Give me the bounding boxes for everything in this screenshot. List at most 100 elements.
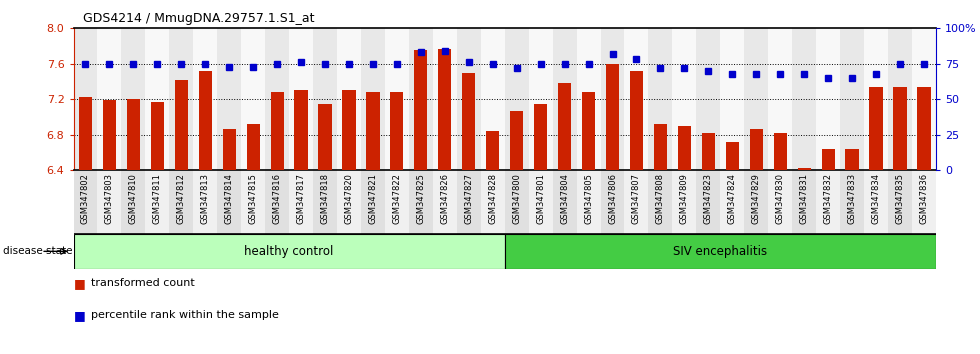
Bar [247, 124, 260, 170]
Bar [773, 133, 787, 170]
Bar [342, 90, 356, 170]
Text: GSM347803: GSM347803 [105, 173, 114, 224]
Bar [433, 28, 457, 170]
Bar [97, 28, 122, 170]
Bar [720, 170, 744, 234]
Bar [438, 49, 452, 170]
Bar [457, 28, 481, 170]
Bar [840, 170, 864, 234]
Bar [697, 28, 720, 170]
Text: GSM347820: GSM347820 [345, 173, 354, 224]
Bar [313, 28, 337, 170]
Bar [241, 170, 266, 234]
Bar [289, 28, 313, 170]
Bar [558, 83, 571, 170]
Text: GSM347801: GSM347801 [536, 173, 545, 224]
Text: GSM347831: GSM347831 [800, 173, 808, 224]
Text: GSM347833: GSM347833 [848, 173, 857, 224]
Text: GSM347806: GSM347806 [608, 173, 617, 224]
Text: GSM347836: GSM347836 [919, 173, 928, 224]
Bar [170, 170, 193, 234]
Text: GSM347804: GSM347804 [561, 173, 569, 224]
Text: GSM347805: GSM347805 [584, 173, 593, 224]
Bar [528, 28, 553, 170]
Bar [122, 28, 145, 170]
Bar [266, 28, 289, 170]
Text: GSM347817: GSM347817 [297, 173, 306, 224]
Bar [697, 170, 720, 234]
Bar [888, 28, 912, 170]
Text: GSM347835: GSM347835 [896, 173, 905, 224]
Text: GSM347812: GSM347812 [176, 173, 186, 224]
Bar [367, 92, 379, 170]
Text: GSM347824: GSM347824 [728, 173, 737, 224]
Bar [672, 28, 697, 170]
Bar [145, 28, 170, 170]
Bar [816, 170, 840, 234]
Bar [337, 170, 361, 234]
Bar [846, 149, 858, 170]
Text: GSM347829: GSM347829 [752, 173, 760, 224]
Bar [750, 129, 762, 170]
Bar [74, 234, 505, 269]
Bar [145, 170, 170, 234]
Text: SIV encephalitis: SIV encephalitis [673, 245, 767, 258]
Bar [630, 71, 643, 170]
Bar [553, 28, 576, 170]
Bar [869, 87, 883, 170]
Bar [816, 28, 840, 170]
Bar [294, 90, 308, 170]
Text: GSM347827: GSM347827 [465, 173, 473, 224]
Bar [463, 73, 475, 170]
Bar [126, 99, 140, 170]
Bar [170, 28, 193, 170]
Bar [601, 28, 624, 170]
Bar [624, 170, 649, 234]
Text: GSM347834: GSM347834 [871, 173, 880, 224]
Bar [672, 170, 697, 234]
Bar [415, 51, 427, 170]
Bar [768, 28, 792, 170]
Text: healthy control: healthy control [244, 245, 334, 258]
Bar [74, 28, 97, 170]
Text: transformed count: transformed count [91, 278, 195, 288]
Text: GSM347807: GSM347807 [632, 173, 641, 224]
Bar [888, 170, 912, 234]
Bar [744, 170, 768, 234]
Bar [218, 170, 241, 234]
Bar [725, 142, 739, 170]
Text: GSM347800: GSM347800 [513, 173, 521, 224]
Text: ■: ■ [74, 309, 85, 321]
Bar [266, 170, 289, 234]
Bar [193, 170, 218, 234]
Text: GSM347811: GSM347811 [153, 173, 162, 224]
Bar [624, 28, 649, 170]
Bar [97, 170, 122, 234]
Bar [702, 133, 714, 170]
Bar [505, 234, 936, 269]
Bar [912, 28, 936, 170]
Text: GSM347802: GSM347802 [81, 173, 90, 224]
Bar [433, 170, 457, 234]
Bar [864, 28, 888, 170]
Bar [151, 102, 164, 170]
Bar [894, 87, 906, 170]
Bar [457, 170, 481, 234]
Bar [486, 131, 499, 170]
Text: percentile rank within the sample: percentile rank within the sample [91, 310, 279, 320]
Bar [912, 170, 936, 234]
Text: GSM347822: GSM347822 [392, 173, 402, 224]
Bar [385, 170, 409, 234]
Bar [917, 87, 930, 170]
Bar [821, 149, 835, 170]
Text: GSM347816: GSM347816 [272, 173, 281, 224]
Bar [798, 168, 810, 170]
Text: GDS4214 / MmugDNA.29757.1.S1_at: GDS4214 / MmugDNA.29757.1.S1_at [83, 12, 315, 25]
Bar [510, 110, 523, 170]
Bar [122, 170, 145, 234]
Bar [768, 170, 792, 234]
Bar [576, 28, 601, 170]
Bar [218, 28, 241, 170]
Text: GSM347821: GSM347821 [368, 173, 377, 224]
Bar [318, 103, 331, 170]
